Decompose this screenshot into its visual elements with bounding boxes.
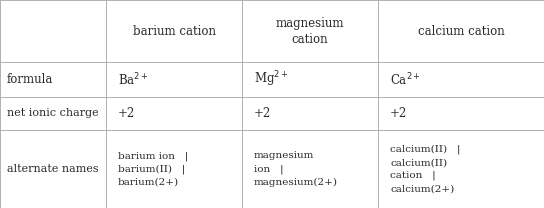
Text: magnesium
cation: magnesium cation — [276, 17, 344, 46]
Text: +2: +2 — [254, 107, 271, 120]
Text: barium ion   |
barium(II)   |
barium(2+): barium ion | barium(II) | barium(2+) — [118, 151, 188, 187]
Text: Ba$^{2+}$: Ba$^{2+}$ — [118, 71, 149, 88]
Text: calcium cation: calcium cation — [418, 25, 504, 38]
Text: magnesium
ion   |
magnesium(2+): magnesium ion | magnesium(2+) — [254, 151, 338, 187]
Text: +2: +2 — [118, 107, 135, 120]
Text: barium cation: barium cation — [133, 25, 215, 38]
Text: +2: +2 — [390, 107, 407, 120]
Text: Mg$^{2+}$: Mg$^{2+}$ — [254, 70, 288, 89]
Text: alternate names: alternate names — [7, 164, 98, 174]
Text: calcium(II)   |
calcium(II)
cation   |
calcium(2+): calcium(II) | calcium(II) cation | calci… — [390, 145, 461, 193]
Text: net ionic charge: net ionic charge — [7, 108, 98, 118]
Text: Ca$^{2+}$: Ca$^{2+}$ — [390, 71, 421, 88]
Text: formula: formula — [7, 73, 53, 86]
